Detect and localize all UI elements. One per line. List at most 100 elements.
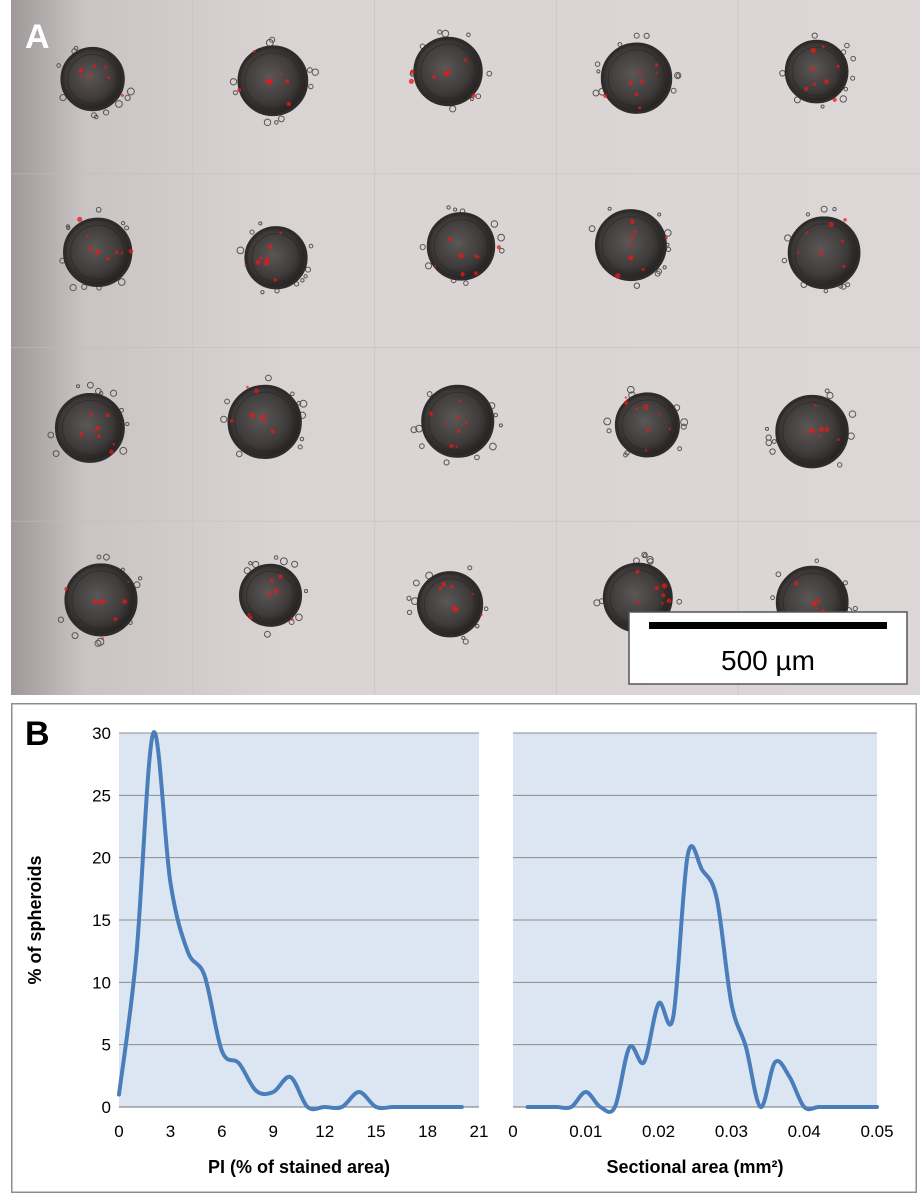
cell	[263, 118, 272, 127]
distribution-charts: 0 5 10 15 20 25 30 0 3 6 9 12 15 18 21 PI (% of stained…	[11, 703, 917, 1193]
pi-stain-dot	[471, 93, 476, 98]
cell	[306, 67, 313, 73]
pi-stain-dot	[614, 273, 621, 279]
cell	[677, 446, 683, 452]
spheroid-ring	[607, 49, 666, 107]
cell	[229, 78, 238, 86]
cell	[769, 448, 776, 455]
pi-stain-dot	[640, 79, 645, 84]
pi-stain-dot	[840, 239, 844, 243]
series-line	[117, 730, 464, 1112]
pi-stain-dot	[122, 599, 128, 605]
cell	[303, 274, 308, 279]
pi-stain-dot	[86, 234, 89, 238]
x-tick-label: 15	[367, 1122, 386, 1141]
spheroid-ring	[794, 223, 854, 283]
x-tick-label: 0	[114, 1122, 123, 1141]
pi-stain-dot	[445, 70, 450, 75]
cell	[764, 426, 770, 431]
pi-stain-dot	[455, 445, 458, 448]
y-tick-label: 0	[102, 1098, 111, 1117]
pi-stain-dot	[814, 404, 817, 407]
spheroid	[419, 205, 506, 286]
x-axis-label: PI (% of stained area)	[208, 1157, 390, 1177]
cell	[119, 446, 128, 455]
cell	[299, 436, 305, 442]
pi-stain-dot	[445, 421, 448, 424]
pi-stain-dot	[265, 79, 271, 85]
pi-stain-dot	[237, 88, 242, 93]
spheroid	[603, 385, 689, 458]
y-tick-label: 10	[92, 973, 111, 992]
pi-stain-dot	[476, 255, 480, 259]
series-line	[525, 844, 879, 1114]
pi-stain-dot	[78, 67, 84, 73]
scale-bar	[649, 622, 887, 629]
cell	[406, 595, 412, 601]
spheroid	[410, 384, 503, 466]
pi-stain-dot	[92, 64, 97, 68]
cell	[124, 94, 131, 102]
cell	[633, 32, 640, 39]
spheroid-body	[54, 392, 125, 463]
pi-stain-dot	[266, 592, 270, 596]
pi-stain-dot	[819, 434, 822, 437]
spheroid-body	[60, 46, 125, 112]
pi-stain-dot	[805, 231, 808, 234]
cell	[624, 450, 630, 456]
pi-stain-dot	[263, 419, 267, 423]
cell	[300, 278, 305, 283]
cell	[437, 29, 443, 35]
spheroid	[57, 553, 143, 647]
cell	[850, 75, 856, 81]
pi-stain-dot	[248, 615, 253, 620]
cell	[670, 87, 677, 94]
spheroid	[408, 29, 493, 113]
cell	[823, 288, 829, 294]
pi-stain-dot	[127, 580, 130, 583]
cell	[120, 220, 126, 226]
spheroid	[779, 32, 857, 109]
cell	[850, 55, 857, 62]
spheroid-ring	[420, 43, 476, 100]
pi-stain-dot	[279, 231, 283, 235]
cell	[71, 632, 79, 640]
pi-stain-dot	[624, 396, 627, 399]
cell	[47, 431, 55, 439]
cell	[463, 280, 469, 286]
cell	[103, 553, 110, 561]
cell	[826, 391, 834, 400]
pi-stain-dot	[88, 73, 92, 77]
pi-stain-dot	[629, 219, 635, 224]
cell	[243, 567, 251, 575]
pi-stain-dot	[95, 425, 101, 431]
pi-stain-dot	[473, 271, 478, 276]
spheroid-body	[426, 212, 496, 281]
cell	[290, 391, 295, 397]
cell	[126, 87, 135, 96]
cell	[137, 576, 143, 581]
spheroid	[781, 205, 861, 294]
pi-stain-dot	[664, 236, 668, 240]
cell	[76, 384, 81, 389]
cell	[811, 32, 818, 39]
pi-stain-dot	[457, 429, 461, 433]
pi-stain-dot	[252, 415, 255, 419]
pi-stain-dot	[254, 388, 259, 394]
pi-stain-dot	[460, 272, 465, 277]
pi-stain-dot	[105, 413, 110, 418]
spheroid-body	[784, 39, 849, 104]
cell	[490, 220, 499, 228]
pi-stain-dot	[433, 264, 437, 268]
pi-stain-dot	[464, 421, 468, 425]
cell	[844, 42, 850, 49]
pi-stain-dot	[107, 76, 111, 79]
cell	[446, 205, 451, 210]
cell	[462, 638, 469, 645]
cell	[412, 579, 420, 587]
pi-stain-dot	[603, 94, 608, 99]
spheroid	[592, 32, 682, 114]
pi-stain-dot	[818, 426, 825, 433]
spheroid	[764, 388, 857, 469]
pi-stain-dot	[101, 637, 104, 640]
